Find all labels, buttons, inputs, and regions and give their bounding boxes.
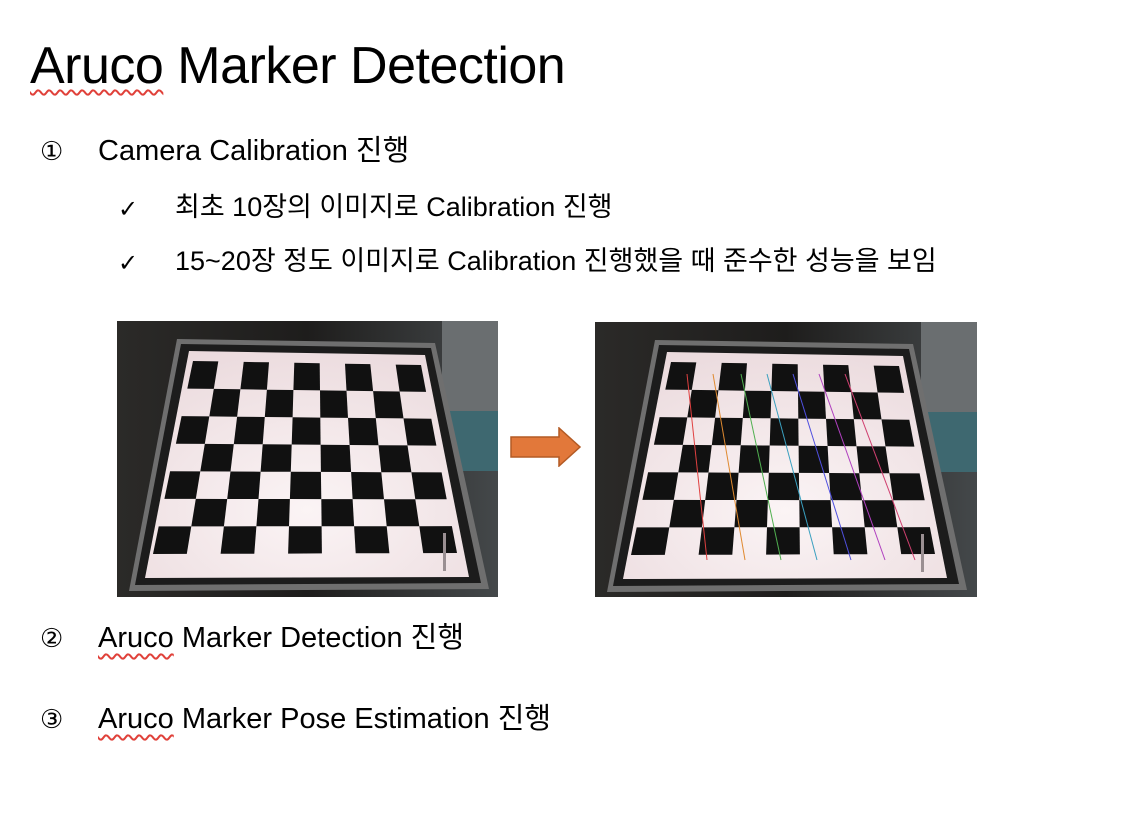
step-2-marker: ② [40,623,64,653]
checkerboard-square [826,418,857,447]
title-word-aruco: Aruco [30,37,164,95]
checkerboard-squares [153,361,457,554]
checkerboard-square [289,471,322,500]
checkerboard-square [345,363,374,392]
check-icon: ✓ [118,196,139,223]
checkerboard-square [351,472,384,500]
checkerboard-square [665,362,697,390]
checkerboard-square [862,500,898,528]
checkerboard-square [711,417,743,446]
checkerboard-square [734,500,768,528]
checkerboard-square [669,499,706,528]
checkerboard-square [698,527,735,555]
step-2-word-aruco: Aruco [98,622,174,654]
checkerboard-square [288,526,322,554]
slide-title: Aruco Marker Detection [30,34,566,98]
checkerboard-square [873,365,905,393]
checkerboard-square [411,472,447,500]
checkerboard-square [856,446,890,474]
checkerboard-square [233,416,265,445]
checkerboard-square [738,445,770,473]
corner-detection-lines [686,373,916,561]
checkerboard-square [264,389,294,418]
checkerboard-squares [631,362,935,555]
bullet-1-text: 최초 10장의 이미지로 Calibration 진행 [175,192,613,222]
checkerboard-square [829,473,862,501]
checkerboard-square [209,388,241,417]
checkerboard-square [718,362,747,391]
checkerboard-square [678,444,712,473]
checkerboard-square [260,444,292,472]
step-1-text: Camera Calibration 진행 [98,135,410,167]
checkerboard-square [889,473,925,501]
checkerboard-photo [117,321,498,597]
checkerboard-square [642,472,679,500]
checkerboard-square [191,498,228,527]
checkerboard-square [799,500,833,528]
checkerboard-square [823,364,852,393]
checkerboard-square [153,526,192,554]
bullet-2-text: 15~20장 정도 이미지로 Calibration 진행했을 때 준수한 성능… [175,246,937,276]
checkerboard-square [320,390,348,418]
checkerboard-square [897,527,935,555]
checkerboard-square [653,417,688,445]
checkerboard-square [378,445,412,473]
checkerboard-square [321,499,355,527]
checkerboard-square [256,499,290,527]
step-2-text: Aruco Marker Detection 진행 [98,620,464,656]
checkerboard-square [687,389,719,418]
checkerboard-square [227,471,261,499]
checkerboard-square [187,361,219,389]
right-arrow-icon [509,426,583,472]
title-rest: Marker Detection [163,37,566,95]
checkerboard-square [220,526,257,554]
step-3-text: Aruco Marker Pose Estimation 진행 [98,701,551,737]
checkerboard-square [798,445,830,473]
step-2-rest: Marker Detection 진행 [173,622,465,654]
checkerboard-square [403,418,437,446]
step-3-word-aruco: Aruco [98,703,174,735]
checkerboard-square [293,362,320,391]
checkerboard-square [200,443,234,472]
checkerboard-square [373,391,404,419]
checkerboard-photo-with-detected-corners [595,322,977,597]
checkerboard-square [348,417,379,446]
step-3-rest: Marker Pose Estimation 진행 [173,703,552,735]
checkerboard-square [354,526,390,554]
checkerboard-square [881,419,915,447]
checkerboard-square [320,444,352,472]
step-1-marker: ① [40,136,64,166]
checkerboard-square [419,526,457,554]
checkerboard-square [767,472,800,501]
checkerboard-square [851,392,882,420]
checkerboard-square [240,361,269,390]
checkerboard-square [164,471,201,499]
checkerboard-square [769,418,799,446]
checkerboard-square [771,363,798,392]
checkerboard-square [705,472,739,500]
step-3-marker: ③ [40,704,64,734]
checkerboard-square [175,416,210,444]
checkerboard-square [291,417,321,445]
checkerboard-square [384,499,420,527]
checkerboard-square [742,390,772,419]
checkerboard-square [832,527,868,555]
check-icon: ✓ [118,250,139,277]
checkerboard-square [395,364,427,392]
checkerboard-square [631,527,670,555]
checkerboard-square [766,527,800,555]
